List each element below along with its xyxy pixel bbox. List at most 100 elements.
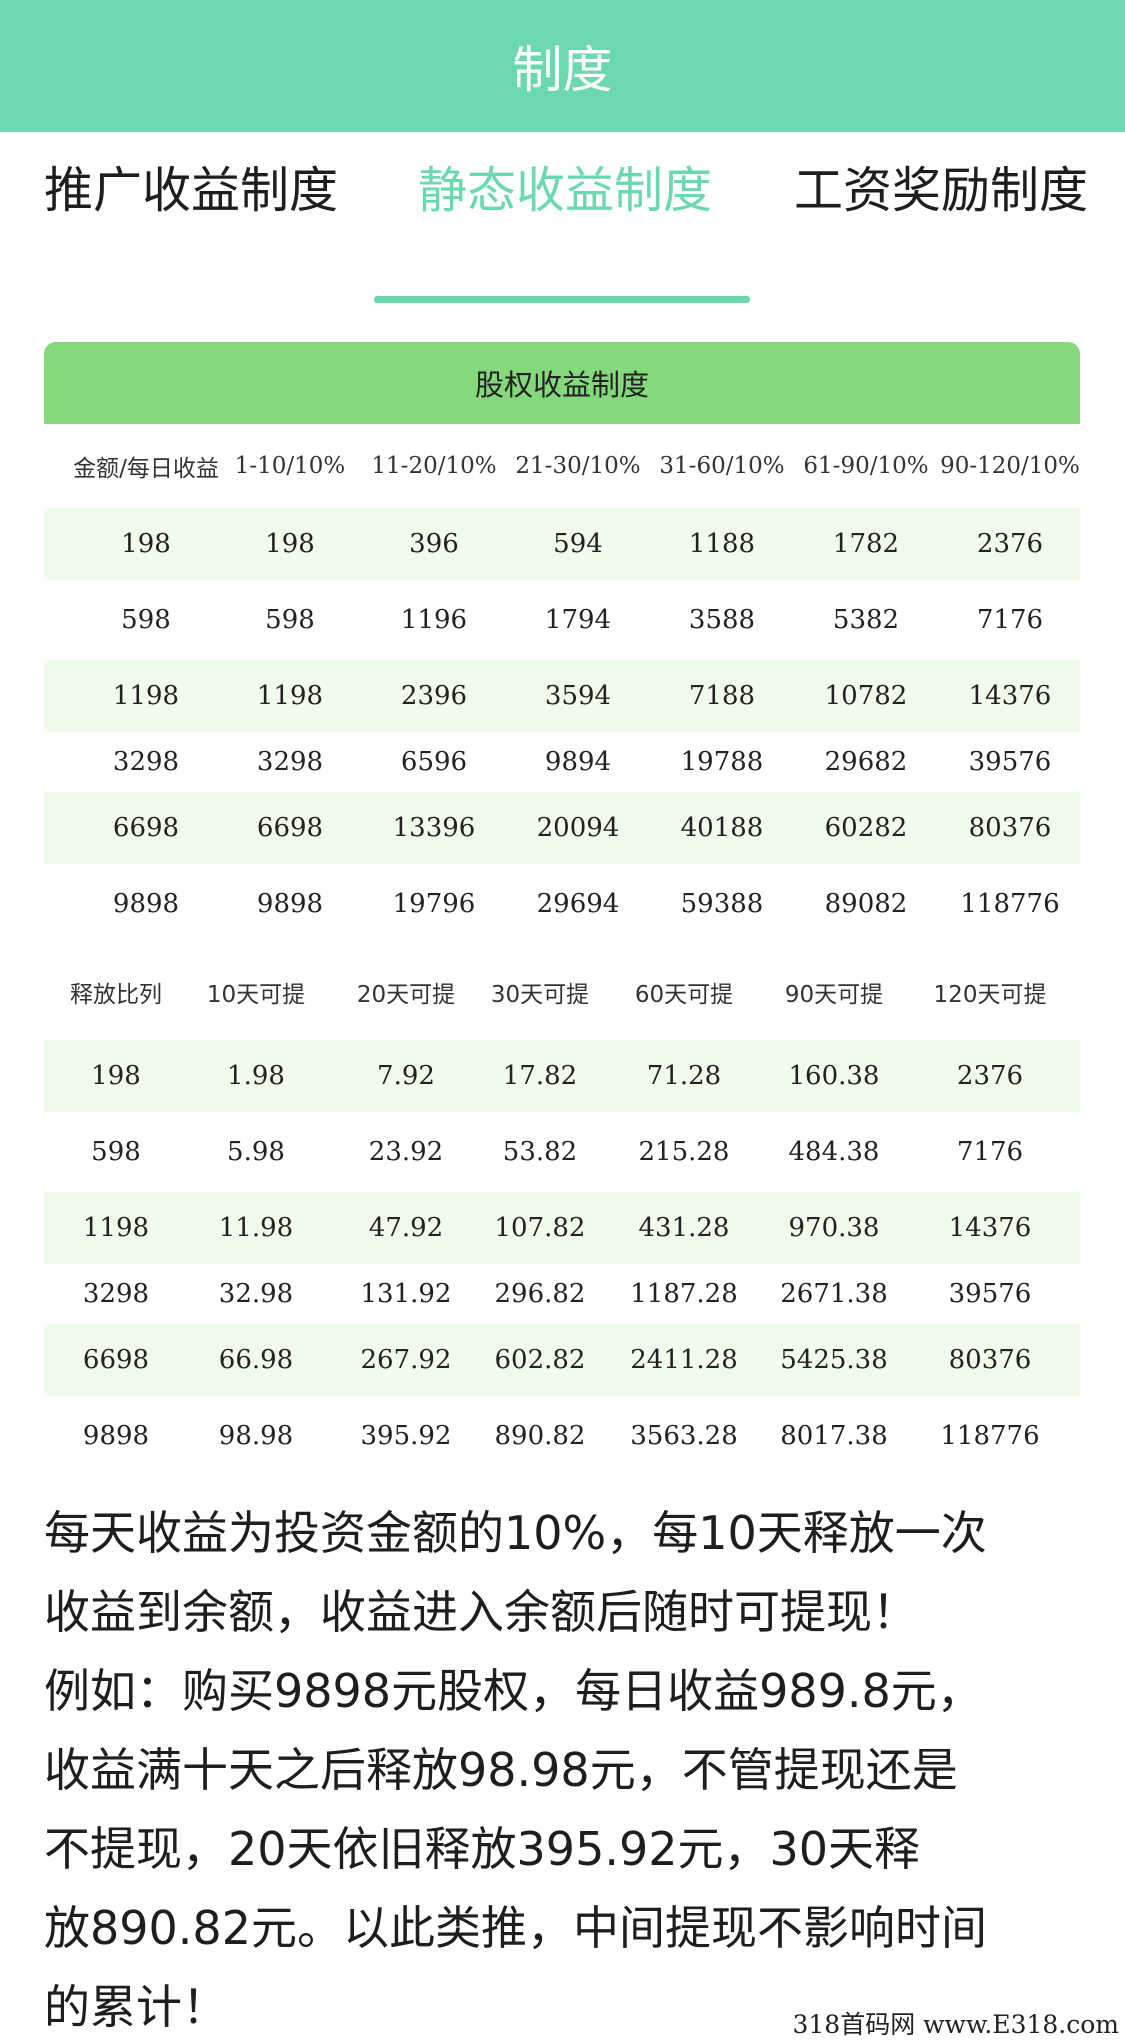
value-cell: 602.82 (494, 1345, 586, 1375)
value-cell: 2396 (400, 681, 468, 711)
table-row: 198 198 396 594 1188 1782 2376 (44, 508, 1080, 580)
tab-bar: 推广收益制度 静态收益制度 工资奖励制度 (0, 132, 1125, 303)
value-cell: 80376 (968, 813, 1052, 843)
table-row: 9898 9898 19796 29694 59388 89082 118776 (44, 864, 1080, 944)
page-title: 制度 (512, 41, 613, 99)
table-row: 3298 3298 6596 9894 19788 29682 39576 (44, 732, 1080, 792)
value-cell: 2411.28 (630, 1345, 738, 1375)
value-cell: 10782 (824, 681, 908, 711)
value-cell: 1794 (544, 605, 612, 635)
description-line: 不提现，20天依旧释放395.92元，30天释 (44, 1822, 921, 1876)
tab-static-income[interactable]: 静态收益制度 (418, 162, 713, 219)
table-row: 3298 32.98 131.92 296.82 1187.28 2671.38 39576 (44, 1264, 1080, 1324)
value-cell: 198 (265, 529, 315, 559)
value-cell: 19788 (680, 747, 764, 777)
value-cell: 39576 (968, 747, 1052, 777)
column-header-row: 金额/每日收益 1-10/10% 11-20/10% 21-30/10% 31-60/1… (44, 424, 1080, 508)
value-cell: 53.82 (502, 1137, 578, 1167)
value-cell: 3588 (688, 605, 756, 635)
tab-promotion-income[interactable]: 推广收益制度 (44, 162, 339, 219)
column-header: 90-120/10% (940, 453, 1080, 479)
value-cell: 14376 (948, 1213, 1032, 1243)
value-cell: 5382 (832, 605, 900, 635)
table-grid: 金额/每日收益 1-10/10% 11-20/10% 21-30/10% 31-60/1… (44, 424, 1080, 1476)
value-cell: 7.92 (377, 1061, 435, 1091)
value-cell: 395.92 (360, 1421, 452, 1451)
value-cell: 2671.38 (780, 1279, 888, 1309)
value-cell: 2376 (956, 1061, 1024, 1091)
column-header: 61-90/10% (803, 453, 929, 479)
amount-cell: 198 (91, 1061, 141, 1091)
table-row: 598 598 1196 1794 3588 5382 7176 (44, 580, 1080, 660)
value-cell: 5.98 (227, 1137, 285, 1167)
description-line: 例如：购买9898元股权，每日收益989.8元， (44, 1664, 983, 1718)
value-cell: 7176 (956, 1137, 1024, 1167)
equity-income-table: 股权收益制度 金额/每日收益 1-10/10% 11-20/10% 21-30/10%… (44, 342, 1080, 1476)
value-cell: 20094 (536, 813, 620, 843)
value-cell: 60282 (824, 813, 908, 843)
column-header: 30天可提 (490, 982, 590, 1008)
column-header: 10天可提 (206, 982, 306, 1008)
value-cell: 594 (553, 529, 603, 559)
value-cell: 431.28 (638, 1213, 730, 1243)
column-header: 90天可提 (784, 982, 884, 1008)
table-row: 6698 6698 13396 20094 40188 60282 80376 (44, 792, 1080, 864)
value-cell: 890.82 (494, 1421, 586, 1451)
table-section-daily-income: 金额/每日收益 1-10/10% 11-20/10% 21-30/10% 31-60/1… (44, 424, 1080, 944)
column-header: 1-10/10% (234, 453, 346, 479)
value-cell: 267.92 (360, 1345, 452, 1375)
value-cell: 9898 (256, 889, 324, 919)
amount-cell: 1198 (82, 1213, 150, 1243)
value-cell: 484.38 (788, 1137, 880, 1167)
value-cell: 14376 (968, 681, 1052, 711)
table-row: 1198 1198 2396 3594 7188 10782 14376 (44, 660, 1080, 732)
value-cell: 396 (409, 529, 459, 559)
value-cell: 19796 (392, 889, 476, 919)
description-line: 收益满十天之后释放98.98元，不管提现还是 (44, 1743, 958, 1797)
value-cell: 7188 (688, 681, 756, 711)
table-row: 6698 66.98 267.92 602.82 2411.28 5425.38 80376 (44, 1324, 1080, 1396)
description-line: 收益到余额，收益进入余额后随时可提现！ (44, 1585, 918, 1639)
value-cell: 7176 (976, 605, 1044, 635)
table-row: 198 1.98 7.92 17.82 71.28 160.38 2376 (44, 1040, 1080, 1112)
value-cell: 131.92 (360, 1279, 452, 1309)
value-cell: 80376 (948, 1345, 1032, 1375)
value-cell: 71.28 (646, 1061, 722, 1091)
value-cell: 1188 (688, 529, 756, 559)
table-row: 1198 11.98 47.92 107.82 431.28 970.38 14376 (44, 1192, 1080, 1264)
value-cell: 970.38 (788, 1213, 880, 1243)
app-header: 制度 (0, 0, 1125, 132)
value-cell: 13396 (392, 813, 476, 843)
amount-cell: 598 (91, 1137, 141, 1167)
table-section-release-ratio: 释放比列 10天可提 20天可提 30天可提 60天可提 90天可提 120天可提 198 1.… (44, 944, 1080, 1476)
column-header: 31-60/10% (659, 453, 785, 479)
value-cell: 3298 (256, 747, 324, 777)
amount-cell: 6698 (82, 1345, 150, 1375)
value-cell: 11.98 (218, 1213, 294, 1243)
tab-salary-reward[interactable]: 工资奖励制度 (794, 162, 1089, 219)
table-header: 股权收益制度 (44, 342, 1080, 424)
value-cell: 98.98 (218, 1421, 294, 1451)
table-title: 股权收益制度 (474, 368, 649, 402)
active-tab-indicator (374, 296, 750, 303)
value-cell: 2376 (976, 529, 1044, 559)
value-cell: 1198 (256, 681, 324, 711)
value-cell: 1782 (832, 529, 900, 559)
amount-cell: 3298 (112, 747, 180, 777)
value-cell: 6596 (400, 747, 468, 777)
description-line: 的累计！ (44, 1980, 228, 2034)
value-cell: 29694 (536, 889, 620, 919)
value-cell: 39576 (948, 1279, 1032, 1309)
watermark: 318首码网 www.E318.com (792, 2010, 1119, 2039)
description-line: 每天收益为投资金额的10%，每10天释放一次 (44, 1506, 987, 1560)
column-header: 20天可提 (356, 982, 456, 1008)
value-cell: 215.28 (638, 1137, 730, 1167)
value-cell: 47.92 (368, 1213, 444, 1243)
column-header-row: 释放比列 10天可提 20天可提 30天可提 60天可提 90天可提 120天可提 (44, 944, 1080, 1040)
value-cell: 6698 (256, 813, 324, 843)
amount-cell: 6698 (112, 813, 180, 843)
value-cell: 17.82 (502, 1061, 578, 1091)
description-line: 放890.82元。以此类推，中间提现不影响时间 (44, 1901, 987, 1955)
column-header: 120天可提 (933, 982, 1047, 1008)
value-cell: 1196 (400, 605, 468, 635)
